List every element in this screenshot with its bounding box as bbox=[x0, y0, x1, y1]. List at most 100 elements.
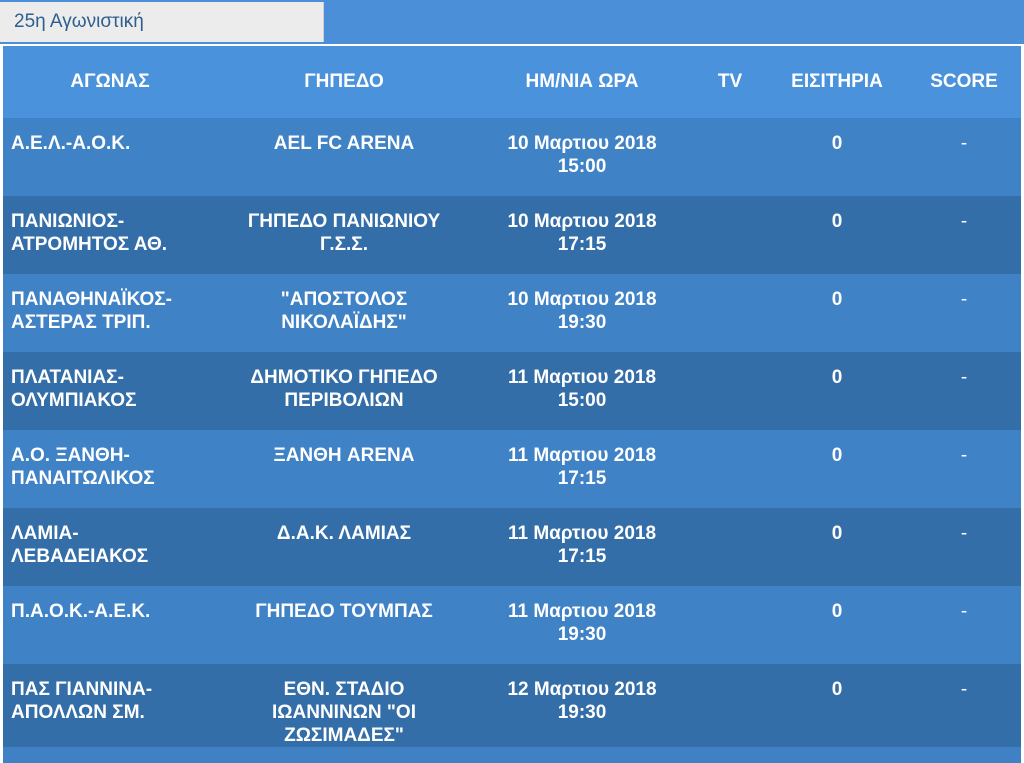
column-header-tickets: ΕΙΣΙΤΗΡΙΑ bbox=[767, 46, 907, 118]
cell-datetime: 11 Μαρτιου 2018 17:15 bbox=[471, 430, 693, 508]
match-time: 15:00 bbox=[557, 390, 607, 411]
cell-score: - bbox=[907, 118, 1021, 196]
match-time: 17:15 bbox=[557, 546, 607, 567]
table-row: ΛΑΜΙΑ-ΛΕΒΑΔΕΙΑΚΟΣ Δ.Α.Κ. ΛΑΜΙΑΣ 11 Μαρτιου… bbox=[3, 508, 1021, 586]
top-bar: 25η Αγωνιστική bbox=[0, 0, 1024, 44]
stadium-line: AEL FC ARENA bbox=[273, 133, 415, 154]
cell-stadium: AEL FC ARENA bbox=[217, 118, 471, 196]
match-time: 15:00 bbox=[557, 156, 607, 177]
score-value: - bbox=[960, 133, 968, 154]
match-line: ΟΛΥΜΠΙΑΚΟΣ bbox=[11, 390, 137, 411]
tickets-value: 0 bbox=[831, 211, 843, 232]
tickets-value: 0 bbox=[831, 289, 843, 310]
cell-match: Α.Ε.Λ.-Α.Ο.Κ. bbox=[3, 118, 217, 196]
tickets-value: 0 bbox=[831, 133, 843, 154]
cell-datetime: 12 Μαρτιου 2018 19:30 bbox=[471, 664, 693, 747]
stadium-line: ΞΑΝΘΗ ARENA bbox=[273, 445, 415, 466]
cell-datetime: 10 Μαρτιου 2018 19:30 bbox=[471, 274, 693, 352]
score-value: - bbox=[960, 289, 968, 310]
tickets-value: 0 bbox=[831, 679, 843, 700]
cell-stadium: ΕΘΝ. ΣΤΑΔΙΟ ΙΩΑΝΝΙΝΩΝ "ΟΙ ΖΩΣΙΜΑΔΕΣ" bbox=[217, 664, 471, 747]
match-line: ΠΑΝΑΙΤΩΛΙΚΟΣ bbox=[11, 468, 155, 489]
match-line: ΑΣΤΕΡΑΣ ΤΡΙΠ. bbox=[11, 312, 151, 333]
match-date: 10 Μαρτιου 2018 bbox=[507, 211, 657, 232]
cell-score: - bbox=[907, 664, 1021, 747]
column-header-tv: TV bbox=[693, 46, 767, 118]
cell-tickets: 0 bbox=[767, 586, 907, 664]
cell-match: ΛΑΜΙΑ-ΛΕΒΑΔΕΙΑΚΟΣ bbox=[3, 508, 217, 586]
cell-match: Π.Α.Ο.Κ.-Α.Ε.Κ. bbox=[3, 586, 217, 664]
cell-match: ΠΛΑΤΑΝΙΑΣ- ΟΛΥΜΠΙΑΚΟΣ bbox=[3, 352, 217, 430]
table-row: Π.Α.Ο.Κ.-Α.Ε.Κ. ΓΗΠΕΔΟ ΤΟΥΜΠΑΣ 11 Μαρτιου … bbox=[3, 586, 1021, 664]
fixtures-table: ΑΓΩΝΑΣ ΓΗΠΕΔΟ ΗΜ/ΝΙΑ ΩΡΑ TV ΕΙΣΙΤΗΡΙΑ SC… bbox=[3, 46, 1021, 747]
cell-match: ΠΑΝΙΩΝΙΟΣ- ΑΤΡΟΜΗΤΟΣ ΑΘ. bbox=[3, 196, 217, 274]
tab-matchday[interactable]: 25η Αγωνιστική bbox=[0, 2, 324, 42]
cell-tv bbox=[693, 196, 767, 274]
table-row: Α.Ο. ΞΑΝΘΗ- ΠΑΝΑΙΤΩΛΙΚΟΣ ΞΑΝΘΗ ARENA 11 Μαρ… bbox=[3, 430, 1021, 508]
stadium-line: "ΑΠΟΣΤΟΛΟΣ bbox=[280, 289, 408, 310]
cell-stadium: "ΑΠΟΣΤΟΛΟΣ ΝΙΚΟΛΑΪΔΗΣ" bbox=[217, 274, 471, 352]
score-value: - bbox=[960, 211, 968, 232]
match-date: 10 Μαρτιου 2018 bbox=[507, 289, 657, 310]
match-line: Α.Ε.Λ.-Α.Ο.Κ. bbox=[11, 133, 131, 154]
cell-match: Α.Ο. ΞΑΝΘΗ- ΠΑΝΑΙΤΩΛΙΚΟΣ bbox=[3, 430, 217, 508]
column-header-score: SCORE bbox=[907, 46, 1021, 118]
column-header-stadium: ΓΗΠΕΔΟ bbox=[217, 46, 471, 118]
table-row: ΠΑΝΑΘΗΝΑΪΚΟΣ- ΑΣΤΕΡΑΣ ΤΡΙΠ. "ΑΠΟΣΤΟΛΟΣ ΝΙΚΟ… bbox=[3, 274, 1021, 352]
cell-stadium: ΓΗΠΕΔΟ ΠΑΝΙΩΝΙΟΥ Γ.Σ.Σ. bbox=[217, 196, 471, 274]
tickets-value: 0 bbox=[831, 601, 843, 622]
table-row: ΠΑΣ ΓΙΑΝΝΙΝΑ- ΑΠΟΛΛΩΝ ΣΜ. ΕΘΝ. ΣΤΑΔΙΟ ΙΩΑΝΝ… bbox=[3, 664, 1021, 747]
cell-datetime: 11 Μαρτιου 2018 17:15 bbox=[471, 508, 693, 586]
match-time: 19:30 bbox=[557, 702, 607, 723]
match-line: Α.Ο. ΞΑΝΘΗ- bbox=[11, 445, 130, 466]
match-line: ΛΑΜΙΑ-ΛΕΒΑΔΕΙΑΚΟΣ bbox=[11, 523, 149, 567]
cell-score: - bbox=[907, 430, 1021, 508]
score-value: - bbox=[960, 445, 968, 466]
cell-score: - bbox=[907, 586, 1021, 664]
table-row: ΠΑΝΙΩΝΙΟΣ- ΑΤΡΟΜΗΤΟΣ ΑΘ. ΓΗΠΕΔΟ ΠΑΝΙΩΝΙΟΥ Γ… bbox=[3, 196, 1021, 274]
match-time: 17:15 bbox=[557, 468, 607, 489]
fixtures-body: Α.Ε.Λ.-Α.Ο.Κ. AEL FC ARENA 10 Μαρτιου 2018… bbox=[3, 118, 1021, 747]
match-line: ΠΑΝΑΘΗΝΑΪΚΟΣ- bbox=[11, 289, 172, 310]
cell-datetime: 11 Μαρτιου 2018 19:30 bbox=[471, 586, 693, 664]
match-date: 11 Μαρτιου 2018 bbox=[507, 367, 657, 388]
cell-tickets: 0 bbox=[767, 664, 907, 747]
match-date: 12 Μαρτιου 2018 bbox=[507, 679, 657, 700]
cell-score: - bbox=[907, 352, 1021, 430]
cell-datetime: 11 Μαρτιου 2018 15:00 bbox=[471, 352, 693, 430]
cell-tickets: 0 bbox=[767, 508, 907, 586]
cell-tv bbox=[693, 586, 767, 664]
stadium-line: ΓΗΠΕΔΟ ΠΑΝΙΩΝΙΟΥ bbox=[247, 211, 441, 232]
cell-stadium: Δ.Α.Κ. ΛΑΜΙΑΣ bbox=[217, 508, 471, 586]
stadium-line: Δ.Α.Κ. ΛΑΜΙΑΣ bbox=[276, 523, 412, 544]
match-line: ΠΑΝΙΩΝΙΟΣ- bbox=[11, 211, 125, 232]
match-time: 17:15 bbox=[557, 234, 607, 255]
match-time: 19:30 bbox=[557, 312, 607, 333]
match-line: ΠΛΑΤΑΝΙΑΣ- bbox=[11, 367, 124, 388]
column-header-datetime: ΗΜ/ΝΙΑ ΩΡΑ bbox=[471, 46, 693, 118]
stadium-line: Γ.Σ.Σ. bbox=[320, 234, 368, 255]
stadium-line: ΙΩΑΝΝΙΝΩΝ "ΟΙ bbox=[272, 702, 416, 723]
score-value: - bbox=[960, 679, 968, 700]
stadium-line: ΓΗΠΕΔΟ ΤΟΥΜΠΑΣ bbox=[255, 601, 433, 622]
cell-tickets: 0 bbox=[767, 196, 907, 274]
cell-stadium: ΞΑΝΘΗ ARENA bbox=[217, 430, 471, 508]
stadium-line: ΖΩΣΙΜΑΔΕΣ" bbox=[284, 725, 404, 746]
score-value: - bbox=[960, 523, 968, 544]
cell-datetime: 10 Μαρτιου 2018 17:15 bbox=[471, 196, 693, 274]
cell-score: - bbox=[907, 274, 1021, 352]
fixtures-panel: ΑΓΩΝΑΣ ΓΗΠΕΔΟ ΗΜ/ΝΙΑ ΩΡΑ TV ΕΙΣΙΤΗΡΙΑ SC… bbox=[0, 44, 1024, 763]
cell-score: - bbox=[907, 508, 1021, 586]
table-header-row: ΑΓΩΝΑΣ ΓΗΠΕΔΟ ΗΜ/ΝΙΑ ΩΡΑ TV ΕΙΣΙΤΗΡΙΑ SC… bbox=[3, 46, 1021, 118]
table-row: Α.Ε.Λ.-Α.Ο.Κ. AEL FC ARENA 10 Μαρτιου 2018… bbox=[3, 118, 1021, 196]
match-date: 10 Μαρτιου 2018 bbox=[507, 133, 657, 154]
stadium-line: ΕΘΝ. ΣΤΑΔΙΟ bbox=[283, 679, 405, 700]
column-header-match: ΑΓΩΝΑΣ bbox=[3, 46, 217, 118]
cell-match: ΠΑΝΑΘΗΝΑΪΚΟΣ- ΑΣΤΕΡΑΣ ΤΡΙΠ. bbox=[3, 274, 217, 352]
cell-tickets: 0 bbox=[767, 274, 907, 352]
stadium-line: ΝΙΚΟΛΑΪΔΗΣ" bbox=[281, 312, 407, 333]
match-time: 19:30 bbox=[557, 624, 607, 645]
cell-tickets: 0 bbox=[767, 118, 907, 196]
cell-tv bbox=[693, 274, 767, 352]
cell-tv bbox=[693, 430, 767, 508]
